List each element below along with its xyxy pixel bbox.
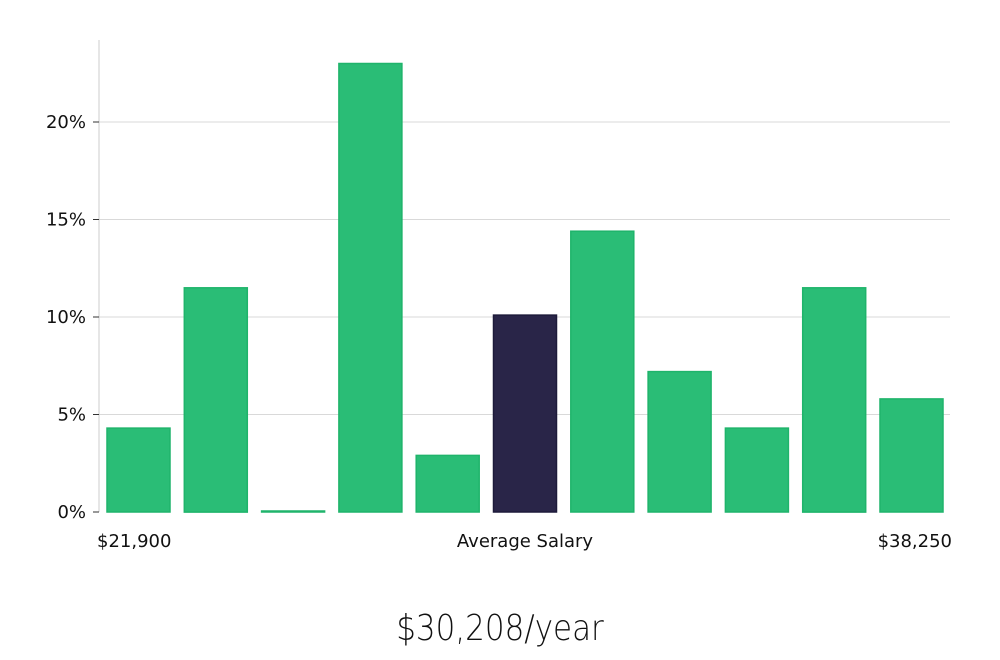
x-axis-title: Average Salary	[457, 531, 594, 552]
ytick-label-20: 20%	[46, 112, 86, 133]
bar-1	[106, 427, 171, 513]
bar-9	[724, 427, 790, 513]
bar-7	[570, 230, 635, 513]
x-label-max: $38,250	[878, 531, 952, 552]
bar-4	[338, 62, 403, 513]
bar-10	[801, 287, 867, 513]
ytick-label-10: 10%	[46, 307, 86, 328]
salary-distribution-chart: 0% 5% 10% 15% 20% $21,900 Average Salary $38…	[46, 40, 952, 552]
bar-3	[260, 510, 326, 513]
bar-5	[415, 454, 480, 513]
bar-11	[879, 398, 944, 513]
ytick-label-15: 15%	[46, 210, 86, 231]
average-salary-headline: $30,208/year	[396, 608, 604, 649]
bars	[106, 62, 944, 513]
x-label-min: $21,900	[97, 531, 171, 552]
bar-average-salary	[492, 314, 558, 513]
bar-8	[647, 370, 712, 513]
ytick-label-5: 5%	[57, 405, 86, 426]
bar-2	[183, 287, 249, 513]
ytick-label-0: 0%	[57, 502, 86, 523]
y-axis-ticks: 0% 5% 10% 15% 20%	[46, 112, 99, 523]
